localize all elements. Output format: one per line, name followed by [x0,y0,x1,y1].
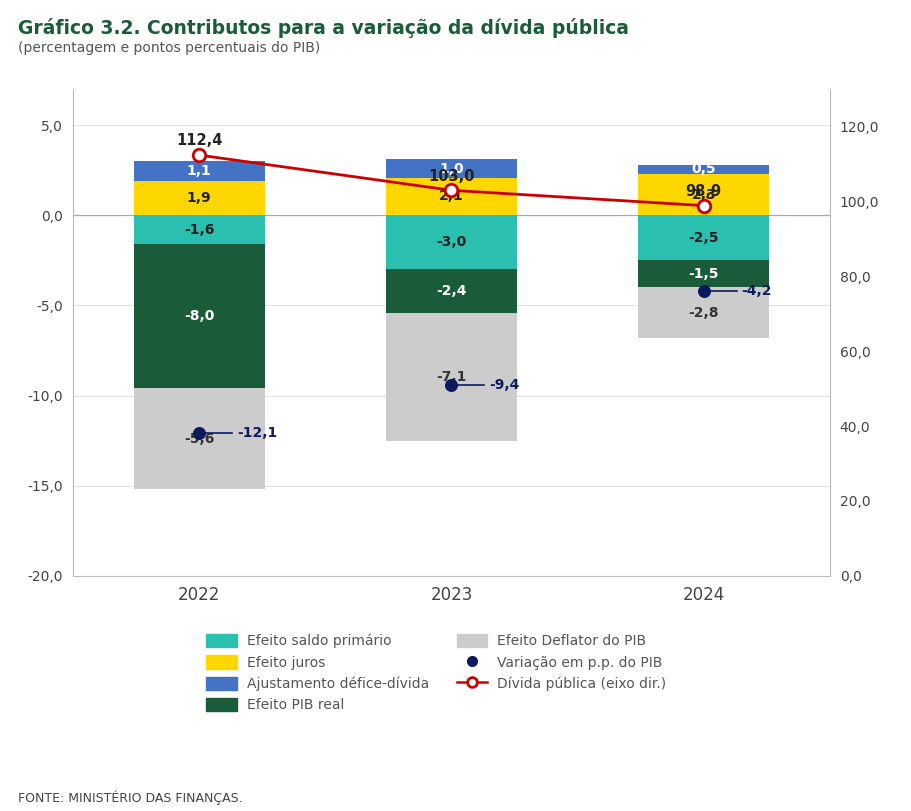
Text: (percentagem e pontos percentuais do PIB): (percentagem e pontos percentuais do PIB… [18,41,320,54]
Text: -1,5: -1,5 [688,267,718,281]
Text: -2,4: -2,4 [435,284,466,298]
Text: -3,0: -3,0 [435,235,466,250]
Bar [133,244,264,388]
Text: 1,9: 1,9 [187,191,211,205]
Bar [638,260,769,287]
Bar [133,161,264,181]
Bar [133,216,264,244]
Bar [638,165,769,174]
Bar [385,178,517,216]
Text: 2,1: 2,1 [438,190,464,204]
Text: -2,8: -2,8 [688,306,718,320]
Text: 1,1: 1,1 [187,164,211,178]
Bar [385,313,517,440]
Text: 103,0: 103,0 [428,169,474,183]
Text: 0,5: 0,5 [691,162,715,177]
Bar [133,181,264,216]
Text: Gráfico 3.2. Contributos para a variação da dívida pública: Gráfico 3.2. Contributos para a variação… [18,18,629,38]
Text: -4,2: -4,2 [741,284,772,298]
Text: -1,6: -1,6 [184,223,214,237]
Point [696,285,711,298]
Bar [638,174,769,216]
Text: 1,0: 1,0 [438,161,464,175]
Bar [385,160,517,178]
Legend: Efeito saldo primário, Efeito juros, Ajustamento défice-dívida, Efeito PIB real,: Efeito saldo primário, Efeito juros, Aju… [206,634,665,712]
Text: -12,1: -12,1 [237,427,277,440]
Text: -2,5: -2,5 [688,231,718,245]
Point [191,427,206,440]
Bar [638,287,769,338]
Bar [385,216,517,269]
Text: -9,4: -9,4 [488,378,519,392]
Point [444,378,458,391]
Bar [385,269,517,313]
Text: 112,4: 112,4 [176,133,222,148]
Text: -8,0: -8,0 [184,309,214,324]
Text: FONTE: MINISTÉRIO DAS FINANÇAS.: FONTE: MINISTÉRIO DAS FINANÇAS. [18,790,242,805]
Text: -7,1: -7,1 [435,370,466,384]
Bar [638,216,769,260]
Text: 98,9: 98,9 [685,184,721,199]
Text: -5,6: -5,6 [184,431,214,446]
Bar [133,388,264,489]
Text: 2,3: 2,3 [691,187,715,202]
